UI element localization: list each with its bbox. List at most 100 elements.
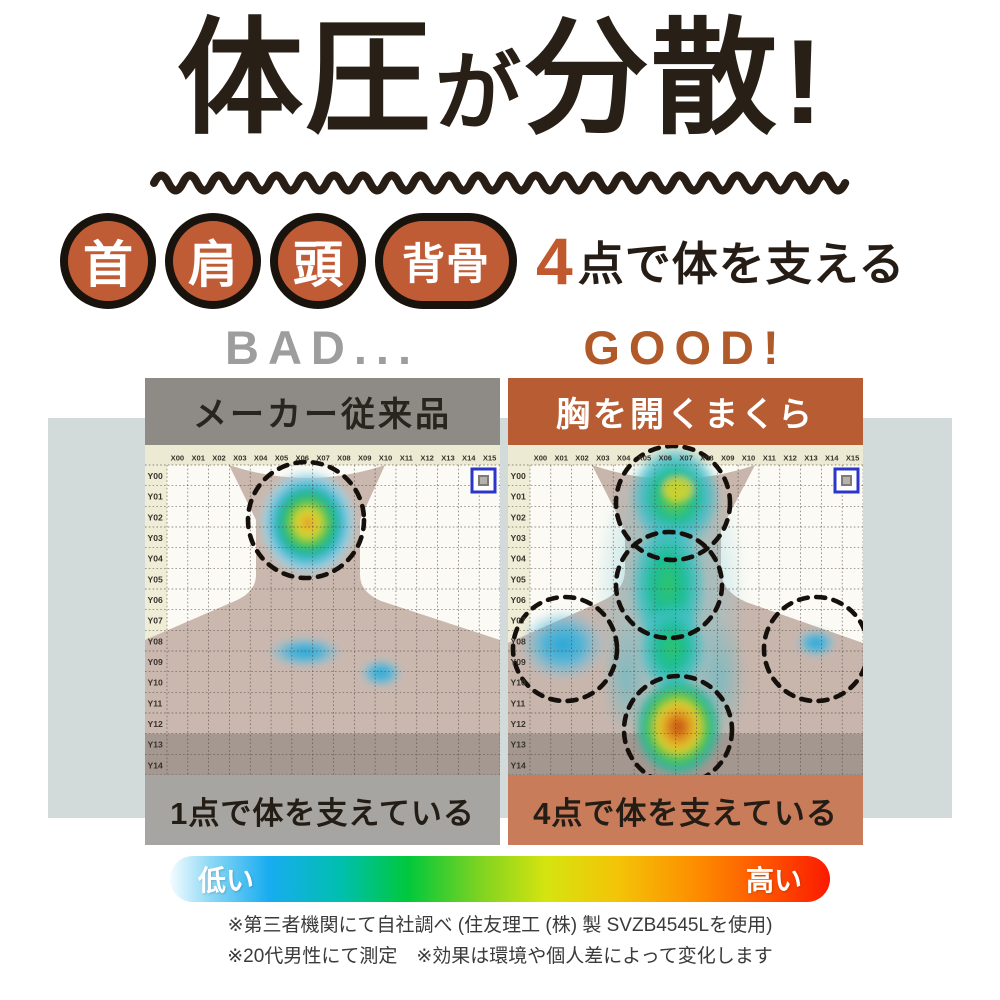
- y-axis-tick-label: Y01: [511, 492, 527, 502]
- x-axis-tick-label: X05: [638, 454, 652, 463]
- y-axis-tick-label: Y12: [511, 719, 527, 729]
- x-axis-tick-label: X08: [337, 454, 351, 463]
- y-axis-tick-label: Y14: [511, 760, 527, 770]
- y-axis-tick-label: Y06: [148, 595, 164, 605]
- x-axis-tick-label: X00: [534, 454, 548, 463]
- pressure-circle-neck: [613, 529, 725, 641]
- x-axis-tick-label: X02: [212, 454, 226, 463]
- panel-header-conventional: メーカー従来品: [145, 378, 500, 445]
- x-axis-tick-label: X13: [804, 454, 818, 463]
- x-axis-tick-label: X10: [379, 454, 393, 463]
- x-axis-tick-label: X10: [742, 454, 756, 463]
- x-axis-tick-label: X11: [763, 454, 777, 463]
- y-axis-tick-label: Y07: [511, 616, 527, 626]
- y-axis-tick-label: Y08: [511, 636, 527, 646]
- y-axis-labels: Y00 Y01 Y02 Y03 Y04 Y05 Y06 Y07 Y08 Y09 Y10 Y11 Y12 Y…: [511, 471, 527, 770]
- title-part: 分散: [523, 8, 780, 149]
- badge-shoulder: 肩: [165, 213, 261, 309]
- map-tool-icon: [470, 467, 497, 494]
- y-axis-tick-label: Y12: [148, 719, 164, 729]
- support-points-row: 首 肩 頭 背骨 4 点で体を支える: [60, 213, 905, 309]
- y-axis-tick-label: Y02: [148, 512, 164, 522]
- legend-high-label: 高い: [745, 865, 802, 896]
- y-axis-tick-label: Y11: [148, 698, 163, 708]
- pressure-circle-neck: [245, 459, 367, 581]
- badge-spine: 背骨: [375, 213, 517, 309]
- wavy-underline: [150, 171, 850, 195]
- pressure-circle-spine: [621, 673, 735, 775]
- badge-label: 肩: [188, 237, 238, 293]
- x-axis-tick-label: X00: [171, 454, 185, 463]
- pressure-map-conventional: X00 X01 X02 X03 X04 X05 X06 X07 X08 X09 X10 X11 X12 X…: [145, 445, 500, 775]
- x-axis-tick-label: X04: [617, 454, 631, 463]
- panel-conventional: メーカー従来品 X00 X01 X02 X03 X04 X05 X06 X07 X08 X09 X1…: [145, 378, 500, 845]
- x-axis-tick-label: X04: [254, 454, 268, 463]
- y-axis-tick-label: Y05: [148, 574, 164, 584]
- x-axis-tick-label: X02: [575, 454, 589, 463]
- y-axis-tick-label: Y03: [511, 533, 527, 543]
- x-axis-tick-label: X01: [554, 454, 568, 463]
- heat-blobs: [258, 469, 403, 688]
- body-silhouette: [145, 465, 500, 775]
- y-axis-tick-label: Y13: [148, 740, 164, 750]
- x-axis-tick-label: X09: [721, 454, 735, 463]
- page-title: 体圧 が 分散 !: [0, 8, 1000, 149]
- pressure-map-product: X00 X01 X02 X03 X04 X05 X06 X07 X08 X09 X10 X11 X12 X…: [508, 445, 863, 775]
- y-axis-tick-label: Y00: [511, 471, 527, 481]
- support-count: 4: [536, 224, 573, 298]
- footnote-line: ※第三者機関にて自社調べ (住友理工 (株) 製 SVZB4545Lを使用): [227, 915, 773, 936]
- x-axis-tick-label: X09: [358, 454, 372, 463]
- x-axis-tick-label: X03: [233, 454, 247, 463]
- footnote-line: ※20代男性にて測定 ※効果は環境や個人差によって変化します: [227, 946, 773, 968]
- x-axis-tick-label: X05: [275, 454, 289, 463]
- badge-label: 首: [83, 237, 133, 293]
- x-axis-tick-label: X12: [420, 454, 434, 463]
- support-caption: 点で体を支える: [577, 238, 906, 290]
- pressure-legend: 低い 高い: [170, 856, 830, 902]
- support-text: 4 点で体を支える: [536, 223, 905, 299]
- panel-caption-conventional: 1点で体を支えている: [145, 775, 500, 845]
- y-axis-tick-label: Y02: [511, 512, 527, 522]
- x-axis-strip: [145, 445, 500, 465]
- panel-header-product: 胸を開くまくら: [508, 378, 863, 445]
- x-axis-tick-label: X14: [462, 454, 476, 463]
- x-axis-tick-label: X14: [825, 454, 839, 463]
- y-axis-tick-label: Y00: [148, 471, 164, 481]
- verdict-good: GOOD!: [583, 321, 788, 374]
- x-axis-tick-label: X07: [316, 454, 330, 463]
- y-axis-tick-label: Y13: [511, 740, 527, 750]
- legend-low-label: 低い: [198, 865, 255, 896]
- y-axis-tick-label: Y03: [148, 533, 164, 543]
- pressure-circle-right-shoulder: [761, 594, 863, 704]
- x-axis-tick-label: X11: [400, 454, 414, 463]
- x-axis-tick-label: X13: [441, 454, 455, 463]
- x-axis-labels: X00 X01 X02 X03 X04 X05 X06 X07 X08 X09 X10 X11 X12 X…: [534, 454, 860, 463]
- y-axis-tick-label: Y09: [511, 657, 527, 667]
- badge-neck: 首: [60, 213, 156, 309]
- y-axis-labels: Y00 Y01 Y02 Y03 Y04 Y05 Y06 Y07 Y08 Y09 Y10 Y11 Y12 Y…: [148, 471, 164, 770]
- x-axis-tick-label: X03: [596, 454, 610, 463]
- x-axis-tick-label: X07: [679, 454, 693, 463]
- title-part: 体圧: [177, 8, 434, 149]
- panel-product: 胸を開くまくら: [508, 378, 863, 845]
- heat-blobs: [519, 445, 837, 775]
- y-axis-tick-label: Y06: [511, 595, 527, 605]
- y-axis-tick-label: Y10: [148, 678, 164, 688]
- pressure-circle-head: [613, 445, 733, 563]
- y-axis-tick-label: Y14: [148, 760, 164, 770]
- verdict-bad: BAD...: [225, 321, 420, 374]
- x-axis-tick-label: X15: [846, 454, 860, 463]
- y-axis-tick-label: Y11: [511, 698, 526, 708]
- y-axis-tick-label: Y05: [511, 574, 527, 584]
- badge-label: 背骨: [402, 241, 490, 289]
- title-part: が: [435, 45, 522, 141]
- y-axis-tick-label: Y10: [511, 678, 527, 688]
- x-axis-tick-label: X15: [483, 454, 497, 463]
- x-axis-tick-label: X12: [783, 454, 797, 463]
- badge-head: 頭: [270, 213, 366, 309]
- y-axis-tick-label: Y01: [148, 492, 164, 502]
- x-axis-labels: X00 X01 X02 X03 X04 X05 X06 X07 X08 X09 X10 X11 X12 X…: [171, 454, 497, 463]
- panel-caption-product: 4点で体を支えている: [508, 775, 863, 845]
- footnotes: ※第三者機関にて自社調べ (住友理工 (株) 製 SVZB4545Lを使用) ※…: [0, 910, 1000, 973]
